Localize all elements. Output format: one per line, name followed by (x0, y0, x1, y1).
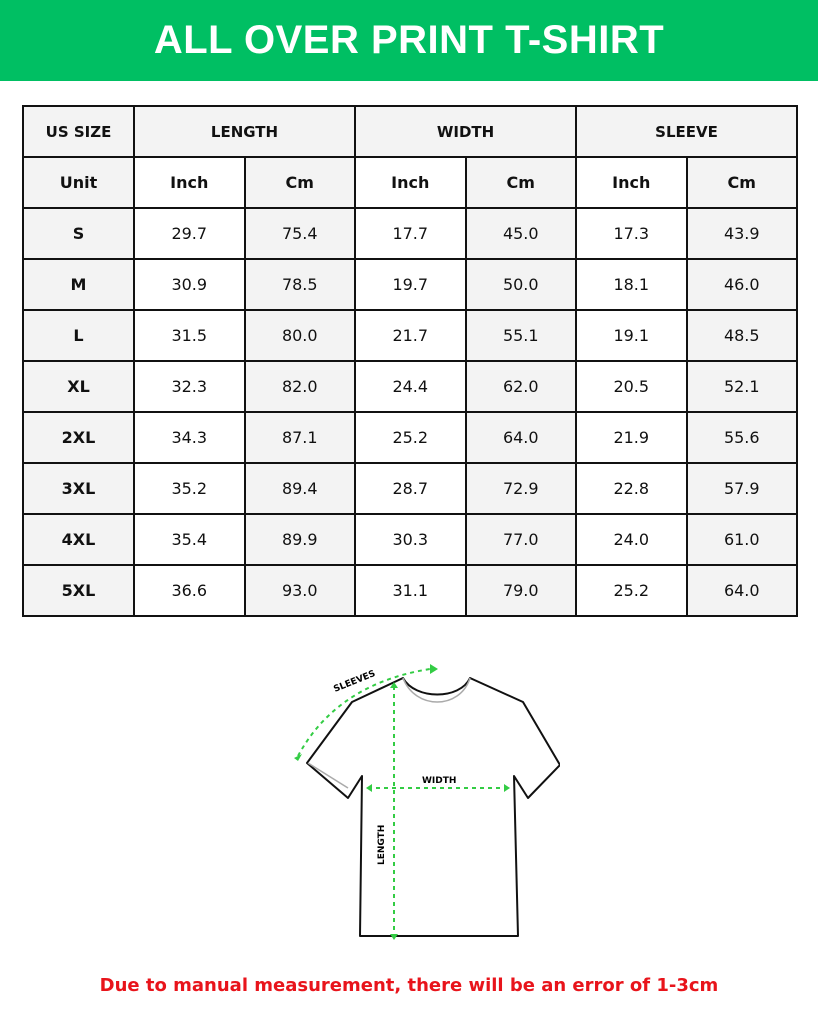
unit-label: Unit (22, 156, 135, 209)
unit-cell: Cm (685, 156, 798, 209)
size-cell: S (22, 207, 135, 260)
value-cell: 87.1 (243, 411, 356, 464)
value-cell: 31.5 (133, 309, 246, 362)
value-cell: 45.0 (464, 207, 577, 260)
value-cell: 78.5 (243, 258, 356, 311)
value-cell: 25.2 (354, 411, 467, 464)
value-cell: 75.4 (243, 207, 356, 260)
header-width: WIDTH (354, 105, 577, 158)
size-row: 3XL 35.2 89.4 28.7 72.9 22.8 57.9 (22, 462, 798, 515)
header-length: LENGTH (133, 105, 356, 158)
sleeves-label: SLEEVES (332, 669, 377, 695)
header-row: US SIZE LENGTH WIDTH SLEEVE (22, 105, 798, 158)
value-cell: 18.1 (575, 258, 688, 311)
length-label: LENGTH (377, 825, 387, 865)
size-row: 5XL 36.6 93.0 31.1 79.0 25.2 64.0 (22, 564, 798, 617)
value-cell: 55.1 (464, 309, 577, 362)
value-cell: 80.0 (243, 309, 356, 362)
size-row: 2XL 34.3 87.1 25.2 64.0 21.9 55.6 (22, 411, 798, 464)
size-row: 4XL 35.4 89.9 30.3 77.0 24.0 61.0 (22, 513, 798, 566)
unit-cell: Inch (133, 156, 246, 209)
unit-cell: Inch (354, 156, 467, 209)
value-cell: 93.0 (243, 564, 356, 617)
size-cell: 5XL (22, 564, 135, 617)
tshirt-diagram: SLEEVES WIDTH LENGTH (294, 664, 560, 940)
size-cell: L (22, 309, 135, 362)
value-cell: 34.3 (133, 411, 246, 464)
size-cell: 4XL (22, 513, 135, 566)
width-label: WIDTH (422, 776, 456, 786)
size-chart-table: US SIZE LENGTH WIDTH SLEEVE Unit Inch Cm… (22, 105, 798, 617)
value-cell: 46.0 (685, 258, 798, 311)
value-cell: 36.6 (133, 564, 246, 617)
sleeve-measure-line (297, 668, 431, 757)
unit-cell: Cm (243, 156, 356, 209)
page-title: ALL OVER PRINT T-SHIRT (153, 18, 665, 62)
size-cell: 3XL (22, 462, 135, 515)
size-row: XL 32.3 82.0 24.4 62.0 20.5 52.1 (22, 360, 798, 413)
value-cell: 48.5 (685, 309, 798, 362)
value-cell: 21.7 (354, 309, 467, 362)
value-cell: 61.0 (685, 513, 798, 566)
size-row: S 29.7 75.4 17.7 45.0 17.3 43.9 (22, 207, 798, 260)
value-cell: 19.7 (354, 258, 467, 311)
unit-row: Unit Inch Cm Inch Cm Inch Cm (22, 156, 798, 209)
value-cell: 77.0 (464, 513, 577, 566)
header-us-size: US SIZE (22, 105, 135, 158)
header-sleeve: SLEEVE (575, 105, 798, 158)
value-cell: 82.0 (243, 360, 356, 413)
size-row: L 31.5 80.0 21.7 55.1 19.1 48.5 (22, 309, 798, 362)
unit-cell: Inch (575, 156, 688, 209)
value-cell: 64.0 (464, 411, 577, 464)
value-cell: 89.4 (243, 462, 356, 515)
value-cell: 30.3 (354, 513, 467, 566)
unit-cell: Cm (464, 156, 577, 209)
measurement-note: Due to manual measurement, there will be… (99, 975, 719, 996)
value-cell: 43.9 (685, 207, 798, 260)
value-cell: 79.0 (464, 564, 577, 617)
value-cell: 72.9 (464, 462, 577, 515)
value-cell: 31.1 (354, 564, 467, 617)
value-cell: 28.7 (354, 462, 467, 515)
value-cell: 50.0 (464, 258, 577, 311)
value-cell: 55.6 (685, 411, 798, 464)
value-cell: 24.0 (575, 513, 688, 566)
value-cell: 24.4 (354, 360, 467, 413)
value-cell: 62.0 (464, 360, 577, 413)
shirt-outline (306, 677, 560, 937)
value-cell: 57.9 (685, 462, 798, 515)
value-cell: 20.5 (575, 360, 688, 413)
value-cell: 52.1 (685, 360, 798, 413)
value-cell: 25.2 (575, 564, 688, 617)
value-cell: 89.9 (243, 513, 356, 566)
value-cell: 32.3 (133, 360, 246, 413)
value-cell: 30.9 (133, 258, 246, 311)
size-cell: 2XL (22, 411, 135, 464)
value-cell: 19.1 (575, 309, 688, 362)
size-cell: M (22, 258, 135, 311)
size-cell: XL (22, 360, 135, 413)
value-cell: 29.7 (133, 207, 246, 260)
value-cell: 35.4 (133, 513, 246, 566)
value-cell: 17.7 (354, 207, 467, 260)
value-cell: 21.9 (575, 411, 688, 464)
value-cell: 22.8 (575, 462, 688, 515)
value-cell: 64.0 (685, 564, 798, 617)
size-row: M 30.9 78.5 19.7 50.0 18.1 46.0 (22, 258, 798, 311)
title-banner: ALL OVER PRINT T-SHIRT (0, 0, 818, 81)
value-cell: 17.3 (575, 207, 688, 260)
value-cell: 35.2 (133, 462, 246, 515)
